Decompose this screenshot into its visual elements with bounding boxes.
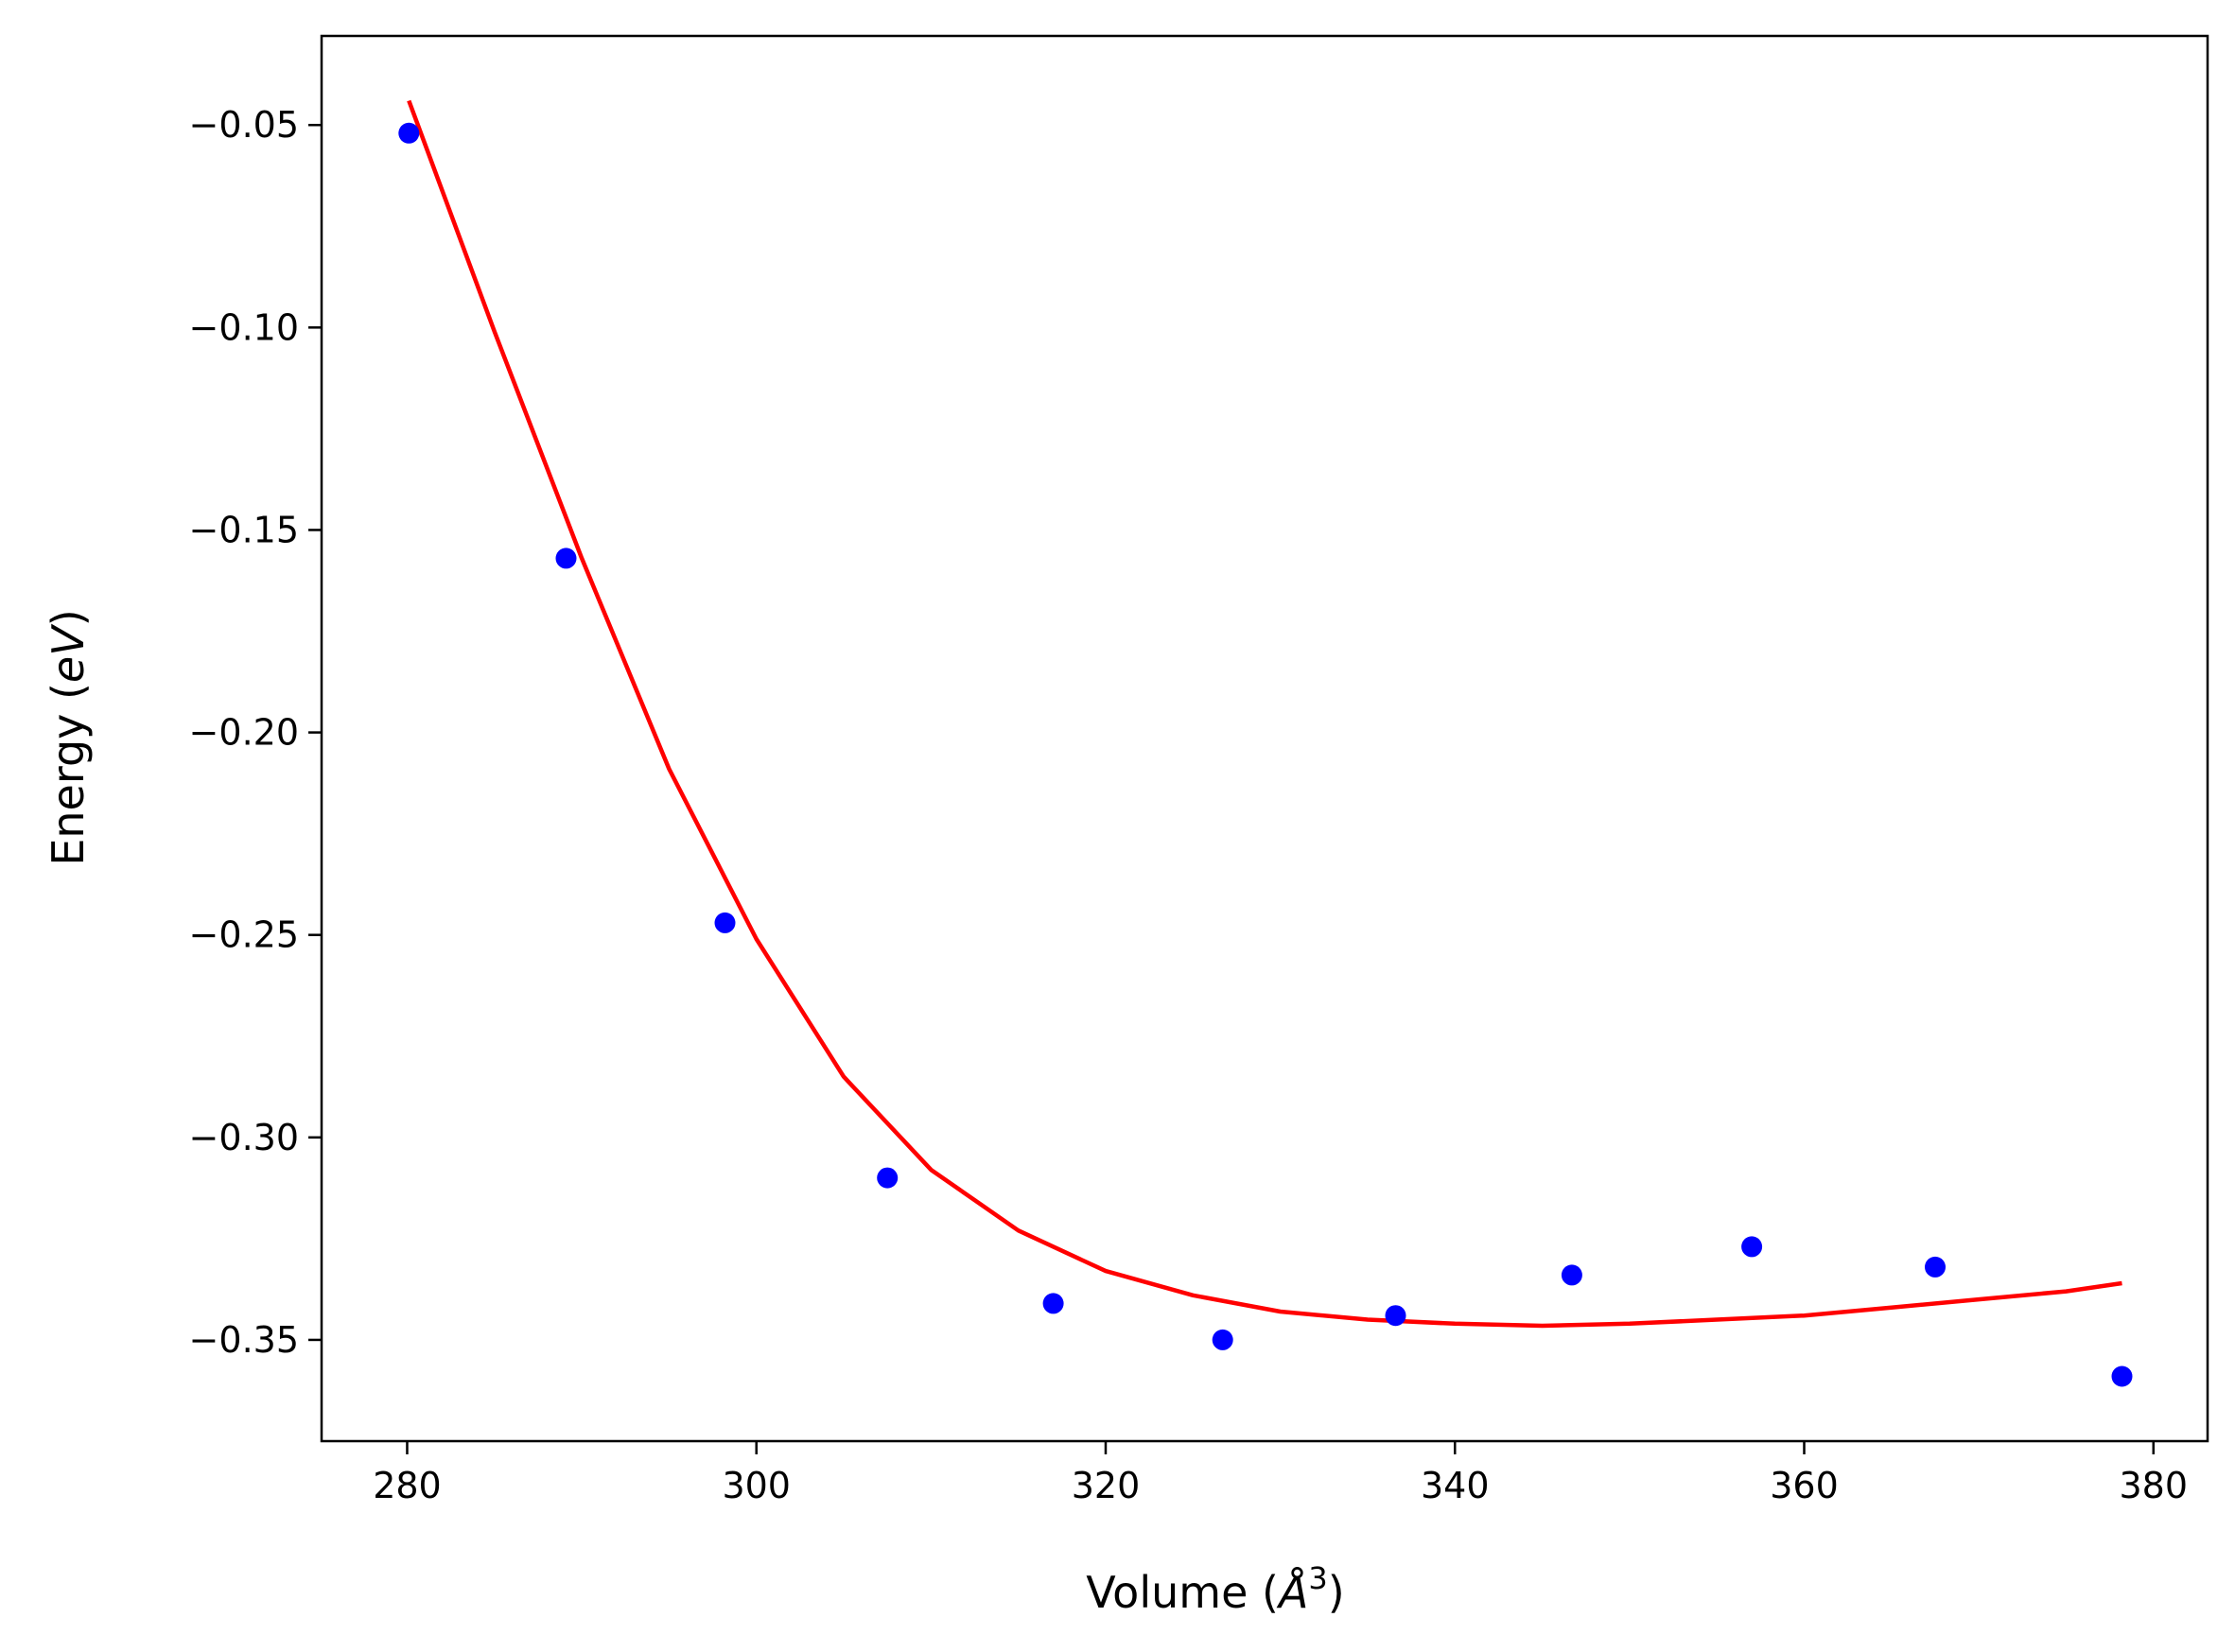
data-point xyxy=(2111,1365,2133,1387)
x-tick-label: 360 xyxy=(1770,1465,1839,1506)
x-axis-label-exponent: 3 xyxy=(1308,1560,1327,1596)
x-axis-label: Volume (Å3) xyxy=(1086,1560,1344,1618)
x-tick-label: 320 xyxy=(1072,1465,1141,1506)
y-axis-ticks: −0.05 −0.10 −0.15 −0.20 −0.25 −0.30 −0.35 xyxy=(189,104,322,1361)
data-point xyxy=(1925,1256,1946,1278)
x-tick-label: 280 xyxy=(373,1465,442,1506)
x-axis-label-suffix: ) xyxy=(1328,1567,1345,1618)
y-axis-label-prefix: Energy ( xyxy=(43,683,94,866)
axes-frame xyxy=(320,34,2209,1443)
data-point xyxy=(1741,1236,1763,1258)
x-tick-label: 340 xyxy=(1421,1465,1490,1506)
data-point xyxy=(877,1167,899,1189)
x-axis-label-symbol: Å xyxy=(1276,1567,1308,1618)
y-tick-label: −0.30 xyxy=(189,1117,299,1158)
data-point xyxy=(398,122,420,144)
y-axis-label-suffix: ) xyxy=(43,609,94,626)
data-point xyxy=(1212,1329,1233,1350)
x-tick-label: 300 xyxy=(722,1465,791,1506)
data-point xyxy=(714,912,736,933)
fit-curve xyxy=(407,99,2122,1329)
plot-area xyxy=(398,99,2133,1387)
x-axis-label-prefix: Volume ( xyxy=(1086,1567,1279,1618)
x-tick-label: 380 xyxy=(2119,1465,2188,1506)
y-axis-label: Energy (eV) xyxy=(43,609,94,865)
x-axis-ticks: 280 300 320 340 360 380 xyxy=(373,1441,2188,1506)
data-point xyxy=(1561,1264,1582,1286)
y-tick-label: −0.35 xyxy=(189,1319,299,1361)
data-point xyxy=(1385,1305,1406,1327)
y-tick-label: −0.15 xyxy=(189,509,299,550)
y-axis-label-unit: eV xyxy=(43,623,94,683)
y-tick-label: −0.20 xyxy=(189,712,299,754)
y-tick-label: −0.10 xyxy=(189,306,299,348)
y-tick-label: −0.25 xyxy=(189,914,299,956)
data-point xyxy=(555,548,577,569)
y-tick-label: −0.05 xyxy=(189,104,299,146)
data-point xyxy=(1042,1293,1064,1314)
